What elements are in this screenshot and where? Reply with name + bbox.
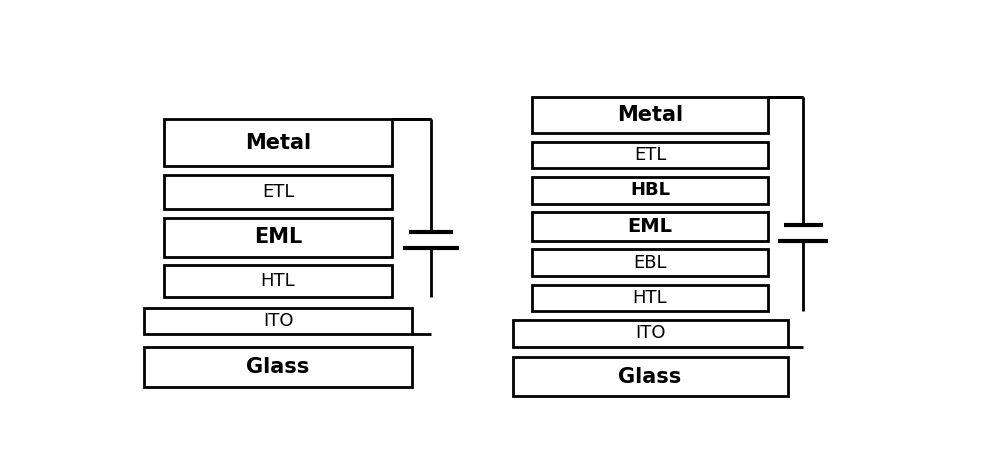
Bar	[532, 249, 768, 276]
Text: HTL: HTL	[633, 289, 667, 307]
Text: Metal: Metal	[617, 105, 683, 125]
Bar	[164, 218, 392, 257]
Text: HBL: HBL	[630, 181, 670, 199]
Bar	[164, 265, 392, 297]
Text: EML: EML	[628, 217, 673, 236]
Bar	[532, 177, 768, 203]
Bar	[164, 119, 392, 167]
Text: HTL: HTL	[261, 272, 295, 290]
Bar	[164, 175, 392, 209]
Bar	[512, 357, 788, 396]
Text: EBL: EBL	[633, 254, 667, 272]
Bar	[144, 347, 412, 387]
Bar	[532, 97, 768, 133]
Bar	[532, 285, 768, 311]
Bar	[144, 308, 412, 334]
Text: ETL: ETL	[262, 183, 294, 201]
Text: Glass: Glass	[246, 357, 310, 377]
Text: ETL: ETL	[634, 146, 666, 164]
Bar	[532, 213, 768, 241]
Bar	[532, 142, 768, 168]
Text: Glass: Glass	[618, 367, 682, 386]
Bar	[512, 320, 788, 347]
Text: ITO: ITO	[263, 312, 293, 330]
Text: ITO: ITO	[635, 325, 665, 342]
Text: EML: EML	[254, 227, 302, 247]
Text: Metal: Metal	[245, 133, 311, 152]
